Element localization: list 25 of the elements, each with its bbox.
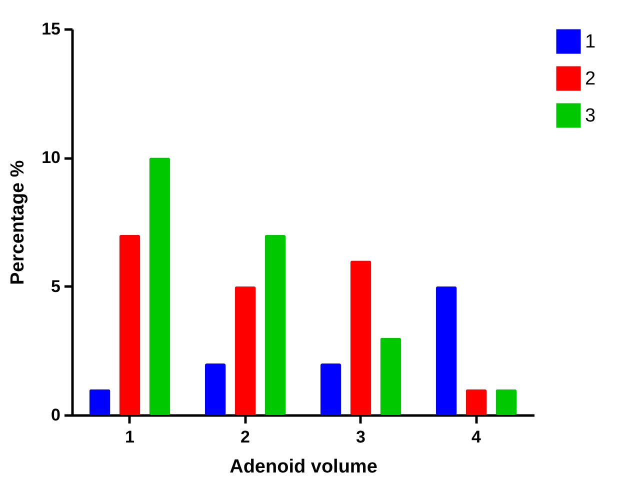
bar: [89, 389, 110, 415]
legend-label: 1: [585, 32, 596, 52]
x-tick-label: 1: [125, 428, 134, 446]
bar: [466, 389, 487, 415]
y-tick-label: 15: [42, 20, 60, 38]
x-tick-label: 2: [240, 428, 250, 446]
x-tick-label: 4: [472, 428, 482, 446]
bar: [264, 234, 286, 415]
bar: [496, 389, 517, 415]
bar: [204, 364, 226, 415]
bar: [380, 338, 402, 415]
y-tick-label: 0: [51, 406, 60, 424]
x-tick-label: 3: [356, 428, 366, 446]
legend-label: 2: [585, 68, 596, 90]
legend-label: 3: [585, 106, 596, 126]
y-tick-label: 10: [42, 148, 60, 168]
bar: [149, 158, 170, 415]
y-axis-title: Percentage %: [8, 160, 29, 285]
y-tick-label: 5: [51, 276, 60, 296]
bar: [350, 260, 372, 415]
bar: [119, 234, 140, 415]
bar: [436, 286, 457, 415]
x-axis-title: Adenoid volume: [230, 456, 378, 478]
bar: [234, 286, 256, 415]
bar: [320, 364, 342, 415]
